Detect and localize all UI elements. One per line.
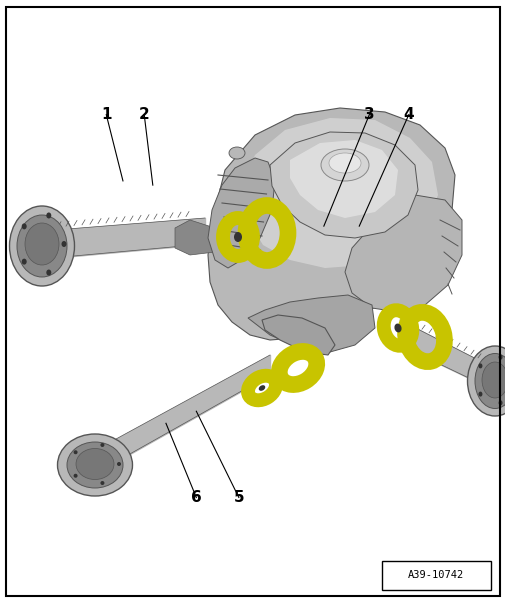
- Ellipse shape: [22, 259, 27, 265]
- Ellipse shape: [22, 223, 27, 229]
- Ellipse shape: [62, 241, 66, 247]
- Text: 3: 3: [364, 107, 374, 122]
- Polygon shape: [247, 295, 374, 352]
- Ellipse shape: [320, 149, 368, 181]
- Polygon shape: [244, 118, 437, 268]
- Polygon shape: [262, 315, 334, 355]
- Ellipse shape: [46, 212, 51, 218]
- Polygon shape: [208, 108, 454, 340]
- Ellipse shape: [17, 215, 67, 277]
- Text: 4: 4: [403, 107, 413, 122]
- Ellipse shape: [481, 362, 505, 398]
- Text: 1: 1: [101, 107, 111, 122]
- Ellipse shape: [73, 450, 77, 454]
- Ellipse shape: [328, 153, 360, 173]
- Ellipse shape: [117, 462, 121, 466]
- Polygon shape: [344, 195, 461, 312]
- Ellipse shape: [100, 443, 104, 447]
- Ellipse shape: [100, 481, 104, 485]
- Polygon shape: [175, 220, 222, 255]
- Ellipse shape: [67, 442, 123, 488]
- Text: 2: 2: [138, 107, 149, 122]
- Polygon shape: [289, 140, 397, 218]
- Ellipse shape: [76, 449, 114, 479]
- Ellipse shape: [233, 232, 241, 242]
- FancyBboxPatch shape: [381, 561, 490, 590]
- Ellipse shape: [46, 270, 51, 276]
- Ellipse shape: [73, 474, 77, 478]
- Ellipse shape: [258, 385, 265, 391]
- Ellipse shape: [229, 147, 244, 159]
- Text: A39-10742: A39-10742: [408, 570, 464, 580]
- Ellipse shape: [393, 324, 401, 332]
- Ellipse shape: [497, 400, 501, 405]
- Ellipse shape: [467, 346, 505, 416]
- Ellipse shape: [497, 355, 501, 359]
- Ellipse shape: [478, 391, 481, 397]
- Ellipse shape: [58, 434, 132, 496]
- Ellipse shape: [474, 353, 505, 408]
- Polygon shape: [208, 158, 274, 268]
- Text: 6: 6: [190, 490, 201, 505]
- Text: 5: 5: [233, 490, 243, 505]
- Ellipse shape: [478, 364, 481, 368]
- Ellipse shape: [10, 206, 74, 286]
- Polygon shape: [270, 132, 417, 238]
- Ellipse shape: [25, 223, 59, 265]
